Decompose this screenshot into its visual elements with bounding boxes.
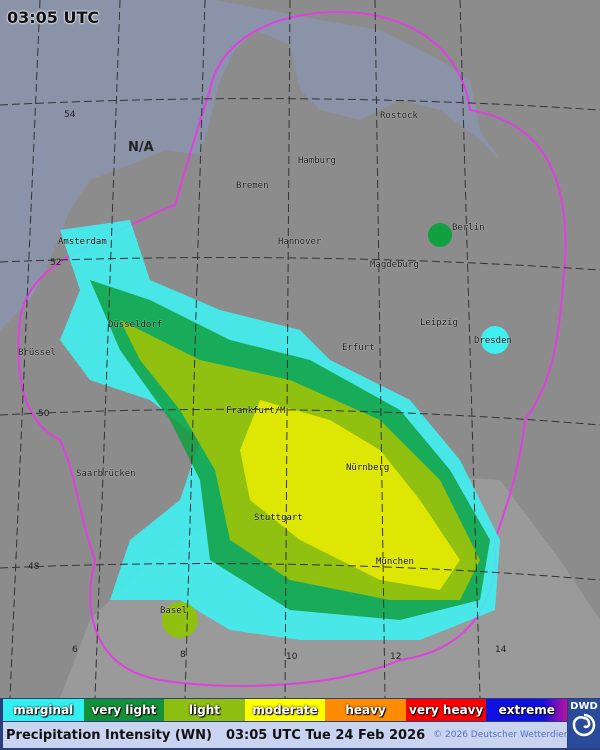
city-label: Basel xyxy=(160,606,188,616)
legend-marginal: marginal xyxy=(3,699,84,721)
time-label: 03:05 UTC xyxy=(7,8,100,27)
copyright: © 2026 Deutscher Wetterdienst xyxy=(433,730,578,740)
lon-label: 12 xyxy=(390,652,402,662)
lat-label: 48 xyxy=(28,562,40,572)
product-name: Precipitation Intensity (WN) xyxy=(6,727,212,743)
city-label: Saarbrücken xyxy=(76,469,136,479)
city-label: Berlin xyxy=(452,223,485,233)
city-label: Brüssel xyxy=(18,348,56,358)
intensity-legend: marginal very light light moderate heavy… xyxy=(3,699,568,721)
radar-coverage-outline xyxy=(17,10,567,687)
city-label: Nürnberg xyxy=(346,463,390,473)
latitude-lines xyxy=(0,98,600,581)
city-label: Magdeburg xyxy=(370,260,419,270)
city-label: Rostock xyxy=(380,111,418,121)
city-label: Dresden xyxy=(474,336,512,346)
city-label: Stuttgart xyxy=(254,513,303,523)
city-label: Hannover xyxy=(278,237,322,247)
no-data-label: N/A xyxy=(128,140,154,155)
logo-text: DWD xyxy=(570,701,598,712)
city-label: Amsterdam xyxy=(58,237,107,247)
longitude-lines xyxy=(9,0,481,698)
city-label: Frankfurt/M xyxy=(226,406,286,416)
lat-label: 52 xyxy=(50,258,62,268)
legend-very-light: very light xyxy=(83,699,165,721)
lon-label: 6 xyxy=(72,645,78,655)
footer: Precipitation Intensity (WN) 03:05 UTC T… xyxy=(3,722,578,748)
lat-label: 54 xyxy=(64,110,76,120)
datetime: 03:05 UTC Tue 24 Feb 2026 xyxy=(225,727,426,743)
city-label: Bremen xyxy=(236,181,269,191)
legend-extreme: extreme xyxy=(486,699,568,721)
city-label: Düsseldorf xyxy=(108,320,163,330)
legend-heavy: heavy xyxy=(325,699,406,721)
swirl-icon xyxy=(572,713,596,737)
lon-label: 14 xyxy=(495,645,507,655)
legend-light: light xyxy=(164,699,245,721)
lon-label: 8 xyxy=(180,650,186,660)
lat-label: 50 xyxy=(38,409,50,419)
radar-map xyxy=(0,0,600,698)
precipitation xyxy=(60,220,509,640)
city-label: Hamburg xyxy=(298,156,336,166)
city-label: Leipzig xyxy=(420,318,458,328)
legend-moderate: moderate xyxy=(244,699,326,721)
dwd-logo: DWD xyxy=(568,699,600,748)
city-label: München xyxy=(376,557,414,567)
lon-label: 10 xyxy=(286,652,298,662)
legend-very-heavy: very heavy xyxy=(405,699,487,721)
city-label: Erfurt xyxy=(342,343,375,353)
